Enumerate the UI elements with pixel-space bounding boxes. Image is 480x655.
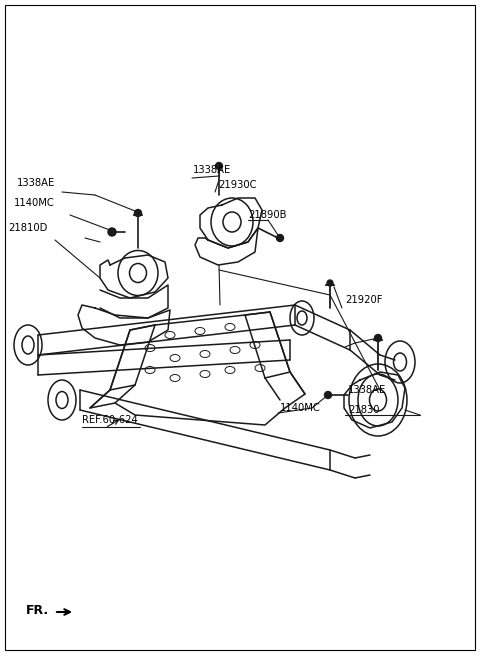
Text: REF.60-624: REF.60-624 <box>82 415 138 425</box>
Text: 1338AE: 1338AE <box>17 178 55 188</box>
Circle shape <box>216 162 223 170</box>
Text: 21920F: 21920F <box>345 295 383 305</box>
Text: 1338AE: 1338AE <box>348 385 386 395</box>
Circle shape <box>327 280 333 286</box>
Circle shape <box>374 335 382 341</box>
Text: FR.: FR. <box>26 603 49 616</box>
Circle shape <box>276 234 284 242</box>
Text: 1338AE: 1338AE <box>193 165 231 175</box>
Text: 1140MC: 1140MC <box>14 198 55 208</box>
Circle shape <box>108 228 116 236</box>
Circle shape <box>324 392 332 398</box>
Circle shape <box>134 210 142 217</box>
Text: 21830: 21830 <box>348 405 380 415</box>
Text: 21810D: 21810D <box>9 223 48 233</box>
Text: 21930C: 21930C <box>218 180 256 190</box>
Text: 1140MC: 1140MC <box>280 403 321 413</box>
Text: 21890B: 21890B <box>248 210 287 220</box>
